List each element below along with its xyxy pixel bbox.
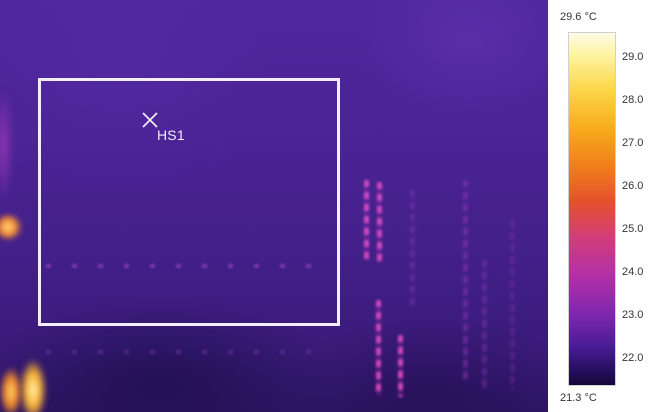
scale-tick: 26.0 xyxy=(622,180,644,192)
dotted-row xyxy=(46,264,326,268)
scale-tick: 25.0 xyxy=(622,223,644,235)
scale-min-label: 21.3 °C xyxy=(560,392,597,404)
streak-8 xyxy=(510,220,515,390)
streak-2 xyxy=(377,182,382,262)
thermal-image[interactable]: HS1 xyxy=(0,0,548,412)
streak-5 xyxy=(463,180,468,380)
streak-1 xyxy=(364,180,369,260)
streak-3 xyxy=(376,300,381,395)
hotspot-left xyxy=(0,215,22,239)
streak-7 xyxy=(410,190,415,310)
scale-tick: 29.0 xyxy=(622,51,644,63)
scale-max-label: 29.6 °C xyxy=(560,11,597,23)
scale-tick: 22.0 xyxy=(622,352,644,364)
scale-tick: 24.0 xyxy=(622,266,644,278)
roi-rectangle[interactable] xyxy=(38,78,340,326)
hotspot-bottom-left-1 xyxy=(20,360,46,412)
scale-tick: 28.0 xyxy=(622,94,644,106)
scale-tick: 27.0 xyxy=(622,137,644,149)
marker-label: HS1 xyxy=(157,127,185,143)
streak-4 xyxy=(398,335,403,397)
x-crosshair-icon[interactable] xyxy=(140,110,160,130)
color-scale-bar xyxy=(568,32,616,386)
hotspot-bottom-left-2 xyxy=(0,368,22,412)
dotted-row-lower xyxy=(46,350,326,354)
scale-tick: 23.0 xyxy=(622,309,644,321)
streak-6 xyxy=(482,260,487,390)
warm-region-left-edge xyxy=(0,90,14,200)
